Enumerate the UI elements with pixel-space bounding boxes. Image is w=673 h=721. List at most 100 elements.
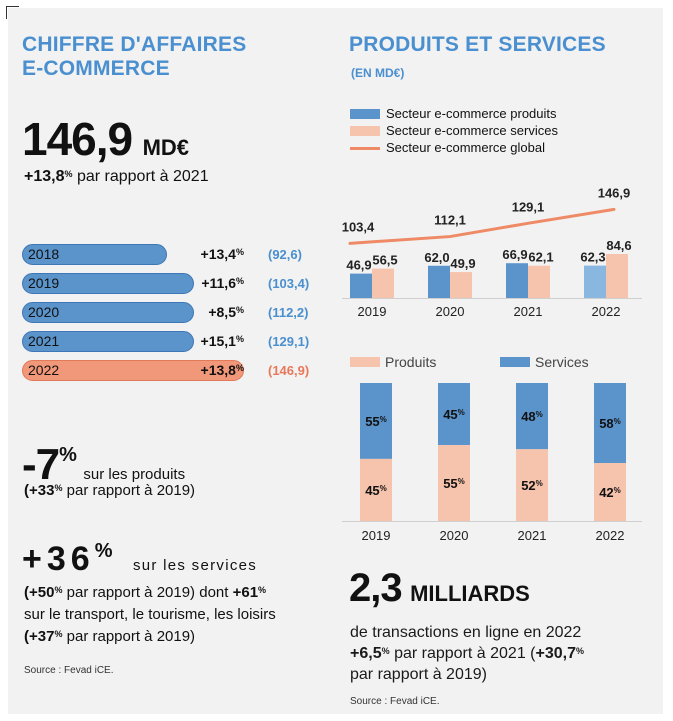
revenue-year-2021: 2021 xyxy=(28,333,60,349)
tick-2022: 2022 xyxy=(592,304,621,319)
services-big-sup: % xyxy=(94,540,113,562)
revenue-value-2018: (92,6) xyxy=(268,247,302,262)
services-text: sur les services xyxy=(132,557,258,574)
produits-big: -7 xyxy=(22,440,60,489)
revenue-pill-2019 xyxy=(22,273,194,294)
stack-produits-2019 xyxy=(360,458,392,521)
transactions-unit: MILLIARDS xyxy=(410,581,530,606)
revenue-growth-pct: +13,8 xyxy=(24,168,65,185)
label-services-2021: 62,1 xyxy=(528,250,553,265)
label-produits-2021: 66,9 xyxy=(502,247,527,262)
bar-services-2022 xyxy=(606,254,628,298)
stack-services-2020 xyxy=(438,383,470,446)
label-share-produits-2019: 45% xyxy=(365,483,387,498)
tick-2019: 2019 xyxy=(358,304,387,319)
line-global xyxy=(348,207,616,245)
label-global-2022: 146,9 xyxy=(598,185,631,200)
services-line2-pct: (+50 xyxy=(24,584,55,601)
left-source: Source : Fevad iCE. xyxy=(24,665,114,676)
legend-label-2: Secteur e-commerce services xyxy=(386,123,558,138)
stack-produits-2022 xyxy=(594,463,626,521)
tick2-2019: 2019 xyxy=(362,528,391,543)
stack-services-2022 xyxy=(594,383,626,464)
legend-swatch-1 xyxy=(350,109,380,119)
right-subtitle: (EN MD€) xyxy=(351,66,405,80)
label-share-services-2020: 45% xyxy=(443,407,465,422)
legend-swatch-3 xyxy=(350,147,380,150)
label-produits-2020: 62,0 xyxy=(424,250,449,265)
revenue-value-2019: (103,4) xyxy=(268,276,310,291)
label-share-services-2022: 58% xyxy=(599,416,621,431)
revenue-unit: MD€ xyxy=(142,135,190,160)
label-produits-2019: 46,9 xyxy=(346,258,371,273)
transactions-pct2: +30,7 xyxy=(535,645,576,662)
legend2-swatch-services xyxy=(500,357,530,367)
transactions-pct1: +6,5 xyxy=(350,645,382,662)
transactions-line1: de transactions en ligne en 2022 xyxy=(350,624,582,641)
tick-2020: 2020 xyxy=(436,304,465,319)
produits-block: -7% sur les produits xyxy=(22,440,185,490)
label-global-2020: 112,1 xyxy=(434,213,466,228)
transactions-sup1: % xyxy=(381,646,390,656)
produits-detail: (+33% par rapport à 2019) xyxy=(24,482,195,499)
label-services-2019: 56,5 xyxy=(372,253,397,268)
left-title-line2: E-COMMERCE xyxy=(22,57,170,80)
services-line3: sur le transport, le tourisme, les loisi… xyxy=(24,606,276,623)
transactions-line2-text: par rapport à 2021 ( xyxy=(394,645,536,662)
stack-services-2021 xyxy=(516,383,548,450)
services-line4-pct: (+37 xyxy=(24,628,55,645)
bar-produits-2021 xyxy=(506,263,528,298)
revenue-pill-2018 xyxy=(22,244,167,265)
label-global-2019: 103,4 xyxy=(342,219,375,234)
label-services-2020: 49,9 xyxy=(450,256,475,271)
bar-produits-2019 xyxy=(350,273,372,298)
services-line4-text: par rapport à 2019) xyxy=(66,628,196,645)
tick2-2021: 2021 xyxy=(518,528,547,543)
revenue-value-2020: (112,2) xyxy=(268,305,309,320)
revenue-headline: 146,9 MD€ xyxy=(22,112,189,166)
chart-share: Produits Services 55% 45% 2019 45% 55% 2020 48% 5… xyxy=(342,354,642,543)
revenue-year-2020: 2020 xyxy=(28,304,60,320)
revenue-growth-text: par rapport à 2021 xyxy=(76,168,209,185)
transactions-sup2: % xyxy=(575,646,584,656)
transactions-line3: par rapport à 2019) xyxy=(350,666,487,683)
services-line2-sup2: % xyxy=(258,585,267,595)
revenue-value: 146,9 xyxy=(22,113,133,165)
label-produits-2022: 62,3 xyxy=(580,250,605,265)
produits-text: sur les produits xyxy=(83,466,186,483)
stack-services-2019 xyxy=(360,383,392,459)
legend2-label-services: Services xyxy=(535,354,589,370)
services-line2-pct2: +61 xyxy=(232,584,259,601)
stack-produits-2021 xyxy=(516,449,548,521)
label-share-produits-2021: 52% xyxy=(521,478,543,493)
services-line2-text: par rapport à 2019) dont xyxy=(66,584,229,601)
bar-services-2020 xyxy=(450,272,472,298)
services-line4-sup: % xyxy=(54,629,63,639)
tick2-2022: 2022 xyxy=(596,528,625,543)
label-share-services-2021: 48% xyxy=(521,409,543,424)
produits-detail-pct: (+33 xyxy=(24,482,55,499)
services-block: +36% sur les services xyxy=(22,540,257,579)
revenue-year-2022: 2022 xyxy=(28,362,60,378)
legend-label-3: Secteur e-commerce global xyxy=(386,140,545,155)
transactions-line2: +6,5% par rapport à 2021 (+30,7% xyxy=(350,645,584,663)
left-title: CHIFFRE D'AFFAIRES E-COMMERCE xyxy=(22,33,246,81)
chart-products-services: Secteur e-commerce produits Secteur e-com… xyxy=(342,106,642,319)
revenue-pct-2020: +8,5% xyxy=(208,304,244,320)
bar-produits-2022 xyxy=(584,265,606,298)
bar-services-2021 xyxy=(528,265,550,298)
services-big: +36 xyxy=(22,540,95,578)
revenue-growth: +13,8% par rapport à 2021 xyxy=(24,168,209,186)
label-share-services-2019: 55% xyxy=(365,414,387,429)
transactions-value: 2,3 xyxy=(349,566,403,610)
transactions-headline: 2,3 MILLIARDS xyxy=(349,566,530,611)
stack-produits-2020 xyxy=(438,445,470,521)
revenue-pct-2018: +13,4% xyxy=(200,246,244,262)
produits-detail-sup: % xyxy=(54,483,63,493)
legend-label-1: Secteur e-commerce produits xyxy=(386,106,557,121)
tick2-2020: 2020 xyxy=(440,528,469,543)
services-line4: (+37% par rapport à 2019) xyxy=(24,628,195,645)
label-global-2021: 129,1 xyxy=(512,199,545,214)
bar-produits-2020 xyxy=(428,265,450,298)
legend-swatch-2 xyxy=(350,126,380,136)
